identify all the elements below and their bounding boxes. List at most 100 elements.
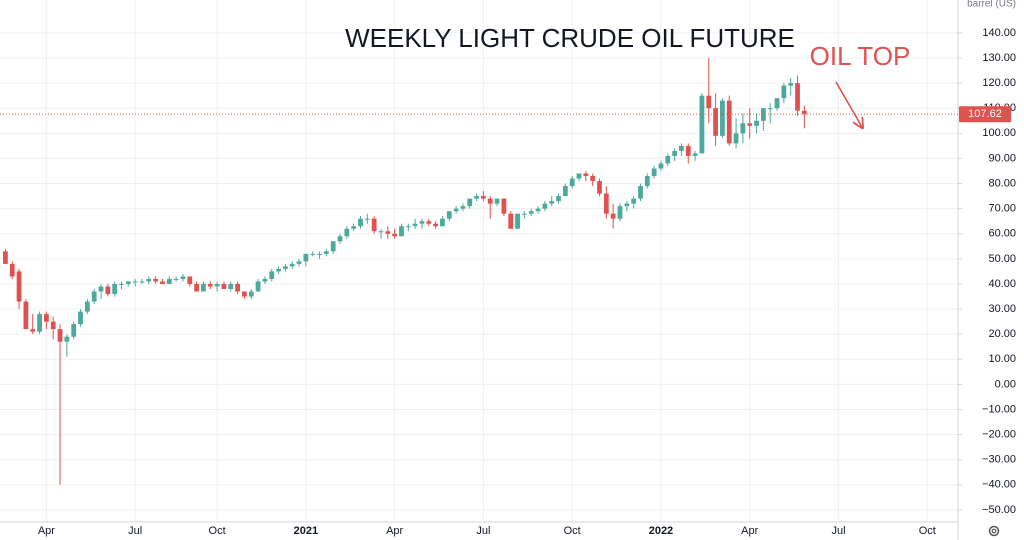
candle-body — [399, 226, 404, 237]
y-tick-label: −10.00 — [982, 403, 1016, 415]
candle-body — [358, 218, 363, 227]
candle-body — [767, 108, 773, 110]
candle-body — [214, 283, 220, 287]
candle-body — [37, 314, 42, 332]
candle-body — [139, 281, 145, 283]
candle-body — [747, 123, 753, 126]
candle-body — [84, 301, 90, 312]
candle-body — [153, 278, 159, 282]
candle-body — [672, 150, 678, 156]
y-tick-label: 100.00 — [982, 127, 1016, 139]
candle-body — [754, 120, 759, 126]
candle-body — [419, 221, 425, 224]
candle-body — [549, 201, 555, 204]
candle-body — [180, 276, 186, 279]
candle-body — [801, 110, 807, 115]
candle-body — [795, 83, 800, 111]
candle-body — [692, 153, 698, 156]
candle-body — [112, 283, 118, 295]
chart-title: WEEKLY LIGHT CRUDE OIL FUTURE — [345, 23, 795, 53]
x-tick-label: 2022 — [649, 525, 673, 537]
x-tick-label: Jul — [476, 525, 490, 537]
candle-body — [296, 261, 302, 264]
candle-body — [624, 203, 630, 207]
y-tick-label: 120.00 — [982, 77, 1016, 89]
candle-body — [781, 85, 787, 99]
candle-body — [481, 196, 486, 199]
candle-body — [57, 329, 63, 342]
y-tick-label: 30.00 — [988, 303, 1016, 315]
candle-body — [726, 100, 732, 144]
candle-body — [774, 98, 780, 109]
last-price-box — [959, 106, 1011, 123]
settings-icon[interactable] — [988, 525, 1000, 537]
last-price-label: 107.62 — [968, 108, 1002, 120]
candle-body — [631, 198, 637, 204]
candle-body — [364, 218, 370, 220]
candle-body — [132, 281, 138, 283]
candle-body — [317, 253, 322, 255]
x-tick-label: Oct — [919, 525, 936, 537]
candle-body — [98, 286, 104, 292]
candle-body — [562, 186, 568, 197]
candle-body — [269, 271, 275, 279]
y-tick-label: 70.00 — [988, 203, 1016, 215]
candle-body — [30, 329, 36, 332]
candle-body — [556, 196, 561, 202]
candle-body — [344, 228, 350, 237]
candle-body — [685, 145, 691, 156]
candle-body — [50, 321, 56, 330]
candle-body — [242, 291, 247, 297]
candle-body — [310, 253, 316, 255]
candle-body — [569, 178, 575, 187]
candle-body — [351, 226, 357, 229]
candle-body — [460, 206, 466, 209]
y-tick-label: 50.00 — [988, 253, 1016, 265]
candle-body — [235, 283, 240, 292]
candle-body — [638, 186, 643, 199]
candle-body — [644, 176, 650, 187]
x-tick-label: Apr — [741, 525, 758, 537]
candle-body — [282, 266, 288, 269]
candle-body — [542, 203, 548, 209]
candle-body — [16, 271, 22, 302]
candle-body — [64, 336, 70, 342]
candle-body — [658, 163, 664, 169]
candle-body — [617, 206, 623, 219]
y-tick-label: −40.00 — [982, 479, 1016, 491]
candle-body — [467, 198, 473, 207]
candle-body — [392, 233, 398, 237]
candle-body — [440, 218, 445, 227]
candle-body — [43, 314, 49, 322]
candle-body — [276, 268, 281, 272]
y-tick-label: 80.00 — [988, 177, 1016, 189]
candle-body — [207, 283, 213, 287]
x-tick-label: Oct — [209, 525, 226, 537]
y-tick-label: 20.00 — [988, 328, 1016, 340]
candle-body — [515, 213, 520, 229]
candle-body — [146, 278, 152, 282]
x-tick-label: Apr — [38, 525, 55, 537]
candle-body — [590, 176, 596, 182]
candle-body — [713, 108, 718, 136]
candle-body — [706, 95, 712, 109]
x-tick-label: Jul — [831, 525, 845, 537]
candle-body — [289, 263, 295, 267]
annotation: OIL TOP — [810, 41, 911, 71]
candle-body — [337, 236, 343, 242]
candle-body — [665, 155, 671, 164]
candle-body — [160, 281, 165, 284]
candle-body — [494, 198, 500, 204]
x-tick-label: 2021 — [294, 525, 318, 537]
y-tick-label: 10.00 — [988, 353, 1016, 365]
y-tick-label: 140.00 — [982, 27, 1016, 39]
y-tick-label: −50.00 — [982, 504, 1016, 516]
candle-body — [433, 223, 439, 227]
candle-body — [720, 100, 725, 136]
candle-body — [583, 173, 589, 177]
candles — [3, 58, 807, 485]
candle-body — [597, 181, 602, 194]
candle-body — [453, 208, 459, 212]
candle-body — [194, 283, 200, 292]
